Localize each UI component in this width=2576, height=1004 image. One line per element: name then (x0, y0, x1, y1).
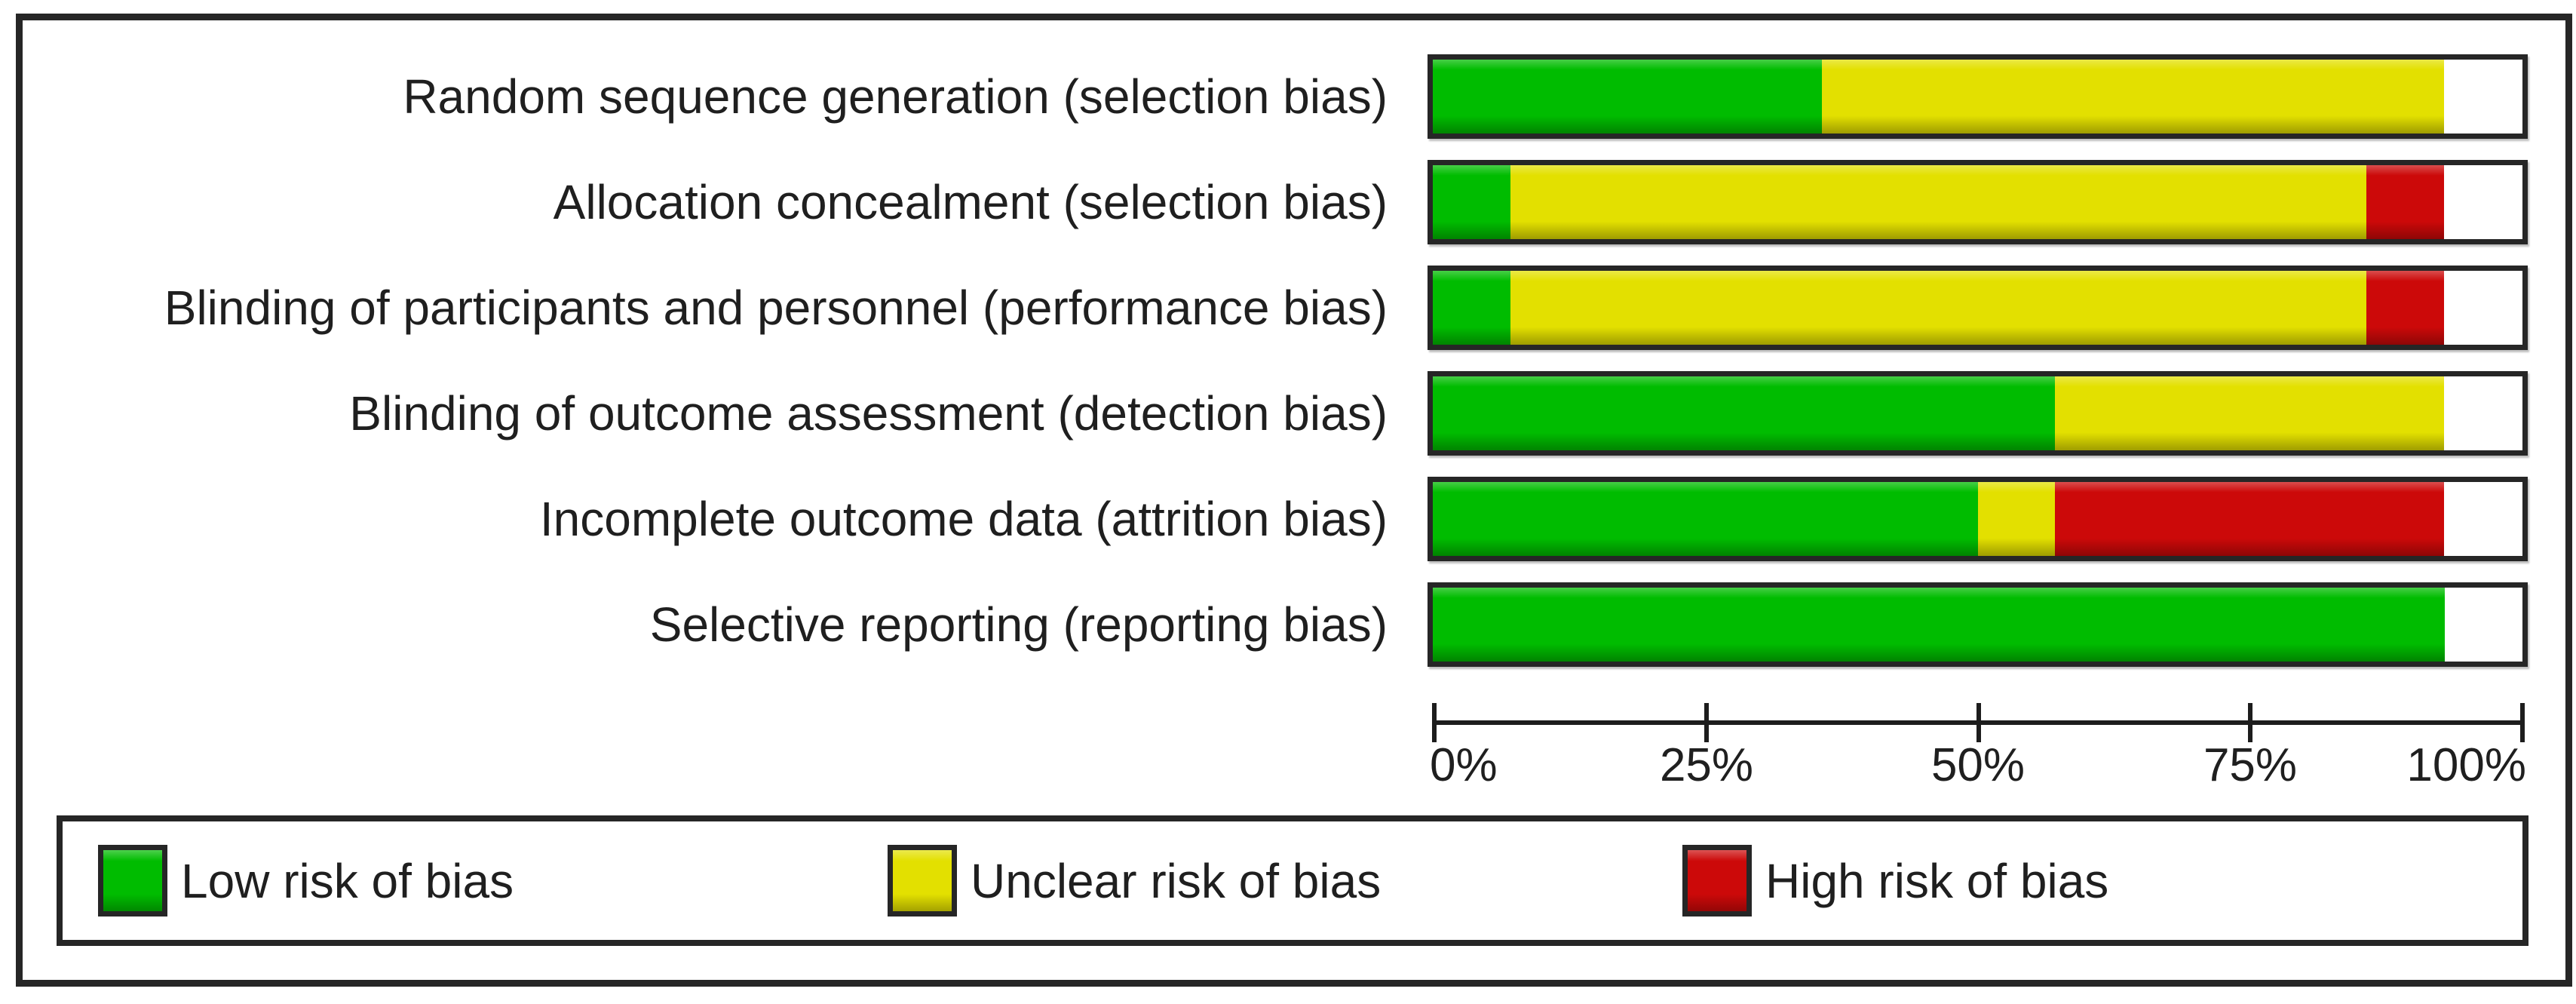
bar-segment-high-risk (2366, 165, 2444, 239)
x-tick-label-50: 50% (1930, 739, 2026, 791)
x-axis-tick-mark (2520, 703, 2525, 742)
bar-segment-low-risk (1433, 60, 1822, 134)
x-tick-label-25: 25% (1659, 739, 1754, 791)
legend-label-high-risk: High risk of bias (1765, 853, 2109, 908)
bar-segment-low-risk (1433, 482, 1978, 556)
legend-box (57, 815, 2528, 946)
bar-segment-low-risk (1433, 271, 1510, 345)
bar-segment-low-risk (1433, 165, 1510, 239)
row-label: Allocation concealment (selection bias) (553, 175, 1388, 229)
stacked-bar (1428, 54, 2528, 139)
stacked-bar (1428, 582, 2528, 667)
x-axis-tick-mark (1432, 703, 1437, 742)
stacked-bar (1428, 371, 2528, 456)
x-axis-tick-mark (1704, 703, 1709, 742)
bar-segment-unclear-risk (1510, 271, 2367, 345)
row-label: Selective reporting (reporting bias) (649, 597, 1388, 652)
x-tick-label-0: 0% (1430, 739, 1498, 791)
bar-segment-low-risk (1433, 588, 2446, 662)
bar-segment-low-risk (1433, 376, 2056, 450)
legend-swatch-unclear-risk-icon (888, 845, 957, 916)
stacked-bar (1428, 266, 2528, 350)
x-axis-tick-mark (1976, 703, 1981, 742)
row-label: Blinding of outcome assessment (detectio… (349, 386, 1388, 441)
legend-swatch-high-risk-icon (1682, 845, 1752, 916)
legend-label-low-risk: Low risk of bias (181, 853, 514, 908)
stacked-bar (1428, 160, 2528, 244)
x-axis-tick-mark (2248, 703, 2253, 742)
stacked-bar (1428, 477, 2528, 561)
x-tick-label-75: 75% (2203, 739, 2298, 791)
bar-segment-unclear-risk (2055, 376, 2444, 450)
legend-item-unclear-risk: Unclear risk of bias (888, 815, 1381, 946)
legend-label-unclear-risk: Unclear risk of bias (971, 853, 1382, 908)
bar-segment-unclear-risk (1510, 165, 2367, 239)
bar-segment-high-risk (2366, 271, 2444, 345)
legend-item-low-risk: Low risk of bias (98, 815, 514, 946)
x-tick-label-100: 100% (2406, 739, 2526, 791)
row-label: Incomplete outcome data (attrition bias) (539, 492, 1388, 546)
row-label: Blinding of participants and personnel (… (164, 281, 1388, 335)
legend-swatch-low-risk-icon (98, 845, 167, 916)
legend-item-high-risk: High risk of bias (1682, 815, 2108, 946)
bar-segment-unclear-risk (1821, 60, 2444, 134)
bar-segment-high-risk (2055, 482, 2444, 556)
bar-segment-unclear-risk (1977, 482, 2056, 556)
row-label: Random sequence generation (selection bi… (403, 69, 1388, 124)
